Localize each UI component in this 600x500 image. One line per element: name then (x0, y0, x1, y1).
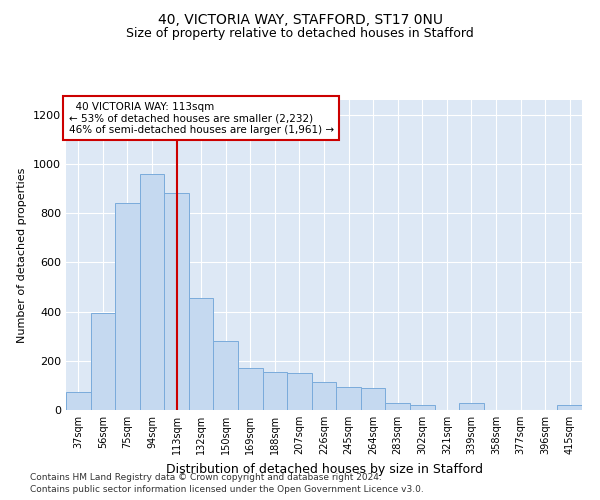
Bar (189, 298, 214, 410)
Text: 40 VICTORIA WAY: 113sqm  
← 53% of detached houses are smaller (2,232)
46% of se: 40 VICTORIA WAY: 113sqm ← 53% of detache… (68, 102, 334, 134)
Text: Size of property relative to detached houses in Stafford: Size of property relative to detached ho… (126, 28, 474, 40)
Bar (336, 386, 361, 410)
Bar (164, 194, 189, 410)
Bar (557, 404, 582, 410)
X-axis label: Distribution of detached houses by size in Stafford: Distribution of detached houses by size … (166, 462, 482, 475)
Bar (140, 174, 164, 410)
Y-axis label: Number of detached properties: Number of detached properties (17, 168, 28, 342)
Text: 40, VICTORIA WAY, STAFFORD, ST17 0NU: 40, VICTORIA WAY, STAFFORD, ST17 0NU (157, 12, 443, 26)
Bar (287, 373, 312, 410)
Bar (214, 341, 238, 410)
Bar (115, 204, 140, 410)
Bar (238, 368, 263, 410)
Text: Contains public sector information licensed under the Open Government Licence v3: Contains public sector information licen… (30, 485, 424, 494)
Bar (66, 392, 91, 410)
Bar (361, 388, 385, 410)
Bar (91, 313, 115, 410)
Bar (312, 382, 336, 410)
Bar (385, 403, 410, 410)
Bar (263, 372, 287, 410)
Bar (410, 404, 434, 410)
Bar (459, 403, 484, 410)
Text: Contains HM Land Registry data © Crown copyright and database right 2024.: Contains HM Land Registry data © Crown c… (30, 472, 382, 482)
